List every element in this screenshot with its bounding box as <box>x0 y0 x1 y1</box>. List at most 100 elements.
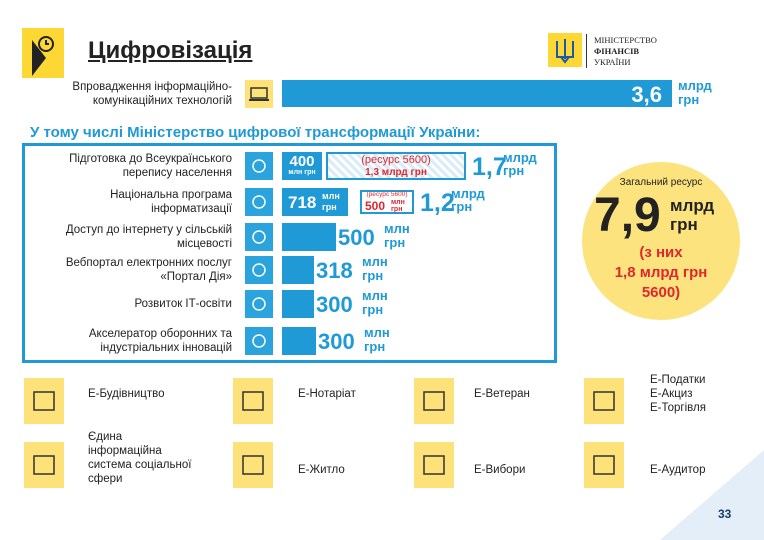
item-icon <box>245 188 273 216</box>
extra-unit: млн грн <box>391 199 405 213</box>
line: грн <box>503 163 525 178</box>
item-total: 1,7 <box>472 153 507 181</box>
item-amount-unit: млн грн <box>288 169 316 176</box>
service-icon <box>24 442 64 488</box>
service-label: Е-Будівництво <box>88 387 165 401</box>
item-amount: 718 <box>288 193 317 212</box>
line: Е-Акциз <box>650 388 693 400</box>
item-bar <box>282 327 316 355</box>
item-icon <box>245 152 273 180</box>
item-amount: 500 <box>338 225 375 250</box>
service-icon <box>584 442 624 488</box>
item-icon <box>245 223 273 251</box>
line: млн <box>362 254 388 269</box>
item-label: Акселератор оборонних та індустріальних і… <box>12 327 232 355</box>
item-label: Національна програма інформатизації <box>12 188 232 216</box>
total-circle <box>582 162 740 320</box>
unit-line: млрд <box>678 78 712 93</box>
ministry-line: МІНІСТЕРСТВО <box>594 35 657 45</box>
unit-line: млрд <box>670 196 715 215</box>
line: Розвиток ІТ-освіти <box>134 298 232 310</box>
service-icon <box>24 378 64 424</box>
line: млн <box>362 288 388 303</box>
ministry-line: ФІНАНСІВ <box>594 46 640 56</box>
divider <box>586 34 587 68</box>
ministry-line: УКРАЇНИ <box>594 57 631 67</box>
service-label: Е-Аудитор <box>650 463 705 477</box>
total-note: (з них 1,8 млрд грн 5600) <box>580 243 742 303</box>
item-label: Підготовка до Всеукраїнського перепису на… <box>12 152 232 180</box>
line: Е-Будівництво <box>88 388 165 400</box>
corner-decoration <box>660 450 764 540</box>
item-icon <box>245 327 273 355</box>
ict-label: Впровадження інформаційно-комунікаційних… <box>12 80 232 108</box>
line: млн <box>391 199 405 206</box>
extra-value: 1,3 млрд грн <box>365 167 427 178</box>
service-label: Е-Нотаріат <box>298 387 356 401</box>
service-icon <box>414 378 454 424</box>
item-amount-unit: млн грн <box>384 222 410 250</box>
line: млрд <box>451 186 485 201</box>
item-icon <box>245 290 273 318</box>
subtitle: У тому числі Міністерство цифрової транс… <box>30 124 481 141</box>
ministry-name: МІНІСТЕРСТВО ФІНАНСІВ УКРАЇНИ <box>594 35 657 68</box>
item-amount-unit: млн грн <box>322 191 340 213</box>
line: Національна програма <box>110 189 232 201</box>
line: Е-Торгівля <box>650 402 706 414</box>
total-value: 7,9 <box>594 189 661 242</box>
line: індустріальних інновацій <box>100 342 232 354</box>
line: Е-Вибори <box>474 464 526 476</box>
item-amount: 300 <box>318 329 355 354</box>
line: інформаційна <box>88 445 162 457</box>
line: місцевості <box>176 238 232 250</box>
item-bar <box>282 290 314 318</box>
line: Доступ до інтернету у сільській <box>65 224 232 236</box>
section-icon <box>22 28 64 78</box>
extra-box <box>326 152 466 180</box>
line: Єдина <box>88 431 123 443</box>
item-bar <box>282 188 348 216</box>
line: млн <box>322 191 340 201</box>
label-line: комунікаційних технологій <box>92 95 232 107</box>
line: Е-Ветеран <box>474 388 530 400</box>
line: грн <box>384 235 406 250</box>
service-label: Е-Ветеран <box>474 387 530 401</box>
title: Цифровізація <box>88 37 253 64</box>
item-total-unit: млрд грн <box>451 187 485 213</box>
ict-bar <box>282 80 672 107</box>
item-amount-unit: млн грн <box>362 255 388 283</box>
note-line: 1,8 млрд грн <box>614 264 708 281</box>
item-label: Доступ до інтернету у сільській місцевост… <box>12 223 232 251</box>
line: Е-Нотаріат <box>298 388 356 400</box>
total-label: Загальний ресурс <box>619 177 703 188</box>
frame <box>22 143 557 363</box>
item-amount-unit: млн грн <box>362 289 388 317</box>
service-label: Е-Житло <box>298 463 345 477</box>
ministry-logo <box>548 33 582 67</box>
line: Вебпортал електронних послуг <box>65 257 232 269</box>
item-label: Вебпортал електронних послуг «Портал Дія» <box>12 256 232 284</box>
unit-line: грн <box>670 215 698 234</box>
total-unit: млрд грн <box>670 196 714 234</box>
label-line: Впровадження інформаційно- <box>72 81 232 93</box>
extra-box <box>360 190 414 214</box>
line: Е-Податки <box>650 374 706 386</box>
line: система соціальної <box>88 459 192 471</box>
line: млрд <box>503 150 537 165</box>
item-bar <box>282 223 336 251</box>
service-label: Е-Вибори <box>474 463 525 477</box>
line: Акселератор оборонних та <box>88 328 232 340</box>
note-line: 5600) <box>641 284 681 301</box>
service-icon <box>414 442 454 488</box>
service-icon <box>584 378 624 424</box>
service-icon <box>233 442 273 488</box>
line: Е-Аудитор <box>650 464 706 476</box>
item-amount: 300 <box>316 292 353 317</box>
page-number: 33 <box>718 507 732 521</box>
line: грн <box>364 339 386 354</box>
service-label: Єдина інформаційна система соціальної сфери <box>88 430 191 486</box>
line: Підготовка до Всеукраїнського <box>69 153 232 165</box>
ict-value: 3,6 <box>631 82 662 107</box>
item-bar <box>282 152 322 180</box>
